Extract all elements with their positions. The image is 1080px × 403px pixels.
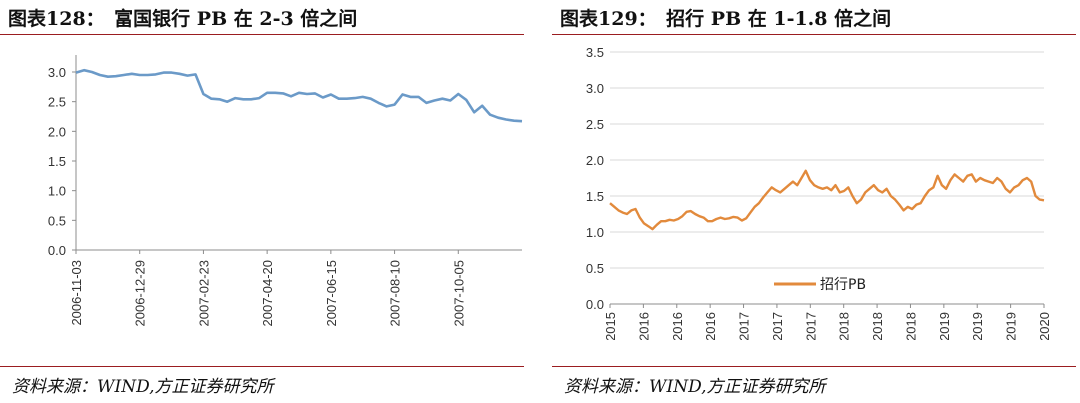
right-y-tick-label: 3.5 bbox=[586, 45, 604, 60]
right-y-tick-label: 2.5 bbox=[586, 117, 604, 132]
left-x-tick-label: 2007-04-20 bbox=[260, 260, 275, 327]
left-source-note: 资料来源：WIND,方正证券研究所 bbox=[12, 377, 274, 397]
right-legend-label: 招行PB bbox=[820, 277, 866, 293]
left-x-tick-label: 2006-12-29 bbox=[133, 260, 148, 327]
left-x-tick-label: 2007-08-10 bbox=[388, 260, 403, 327]
left-source-rule bbox=[0, 366, 524, 367]
left-y-tick-label: 3.0 bbox=[48, 65, 66, 80]
right-y-tick-label: 0.0 bbox=[586, 297, 604, 312]
right-y-tick-label: 3.0 bbox=[586, 81, 604, 96]
right-y-tick-label: 2.0 bbox=[586, 153, 604, 168]
left-y-tick-label: 2.0 bbox=[48, 124, 66, 139]
left-y-tick-label: 0.0 bbox=[48, 243, 66, 258]
right-chart-title: 图表129： 招行 PB 在 1-1.8 倍之间 bbox=[560, 8, 892, 30]
right-x-tick-label: 2017 bbox=[737, 312, 752, 340]
right-line-chart: 0.0 0.5 1.0 1.5 2.0 2.5 3.0 3.5 2015 2016 2016 2016… bbox=[586, 45, 1052, 340]
right-chart-panel: 图表129： 招行 PB 在 1-1.8 倍之间 0.0 0.5 1.0 1.5 2.0… bbox=[552, 0, 1080, 403]
left-x-tick-label: 2007-06-15 bbox=[324, 260, 339, 327]
left-y-tick-label: 1.5 bbox=[48, 154, 66, 169]
left-chart-panel: 图表128： 富国银行 PB 在 2-3 倍之间 0.0 0.5 1.0 1.5 2.0… bbox=[0, 0, 528, 403]
right-x-tick-label: 2015 bbox=[603, 312, 618, 340]
right-title-rule bbox=[552, 34, 1076, 35]
right-x-tick-label: 2018 bbox=[870, 312, 885, 340]
left-y-tick-label: 1.0 bbox=[48, 184, 66, 199]
right-x-tick-label: 2018 bbox=[837, 312, 852, 340]
right-y-tick-label: 1.0 bbox=[586, 225, 604, 240]
left-x-tick-label: 2007-02-23 bbox=[196, 260, 211, 327]
right-x-tick-label: 2019 bbox=[1004, 312, 1019, 340]
right-x-tick-label: 2017 bbox=[770, 312, 785, 340]
left-x-tick-label: 2007-10-05 bbox=[451, 260, 466, 327]
right-source-rule bbox=[552, 366, 1076, 367]
left-y-tick-label: 2.5 bbox=[48, 95, 66, 110]
left-x-tick-label: 2006-11-03 bbox=[69, 260, 84, 326]
left-chart-title: 图表128： 富国银行 PB 在 2-3 倍之间 bbox=[8, 8, 358, 30]
left-pb-series-line bbox=[75, 68, 523, 123]
right-x-tick-label: 2016 bbox=[636, 312, 651, 340]
right-x-tick-label: 2020 bbox=[1037, 312, 1052, 340]
right-y-tick-label: 1.5 bbox=[586, 189, 604, 204]
right-y-tick-label: 0.5 bbox=[586, 261, 604, 276]
right-source-note: 资料来源：WIND,方正证券研究所 bbox=[564, 377, 826, 397]
right-x-tick-label: 2016 bbox=[703, 312, 718, 340]
left-y-tick-label: 0.5 bbox=[48, 213, 66, 228]
right-pb-series-line bbox=[609, 169, 1045, 231]
left-title-rule bbox=[0, 34, 524, 35]
right-x-tick-label: 2017 bbox=[803, 312, 818, 340]
right-x-tick-label: 2018 bbox=[903, 312, 918, 340]
left-line-chart: 0.0 0.5 1.0 1.5 2.0 2.5 3.0 2006-11-03 2006-12-2… bbox=[48, 55, 523, 327]
right-x-tick-label: 2019 bbox=[937, 312, 952, 340]
right-x-tick-label: 2016 bbox=[670, 312, 685, 340]
right-x-tick-label: 2019 bbox=[970, 312, 985, 340]
